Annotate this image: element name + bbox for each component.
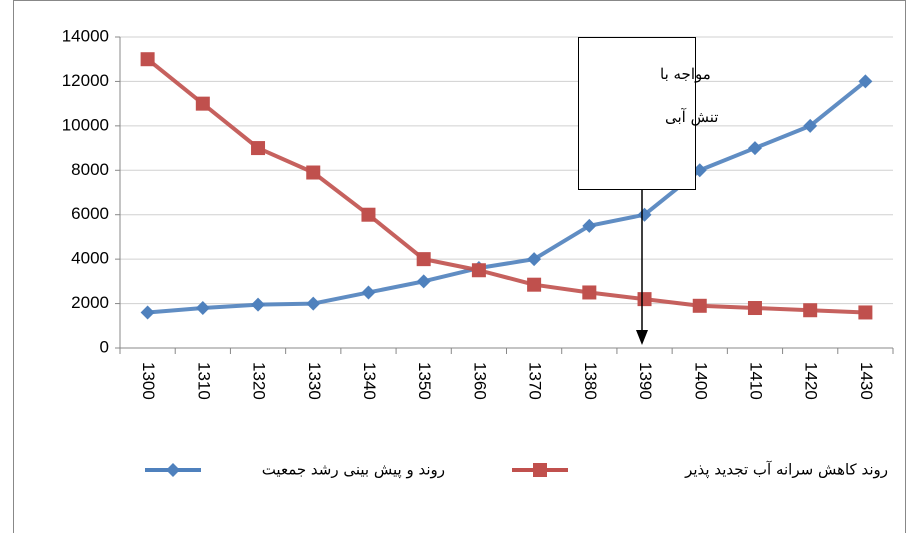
- y-tick-label: 0: [100, 337, 109, 356]
- annotation-box: [578, 37, 696, 190]
- y-tick-label: 10000: [62, 115, 109, 134]
- marker: [251, 297, 266, 312]
- series-line: [146, 57, 866, 315]
- x-tick-label: 1390: [636, 362, 655, 400]
- x-tick-label: 1380: [581, 362, 600, 400]
- marker: [692, 163, 707, 178]
- arrow-head: [636, 330, 648, 345]
- x-tick-label: 1340: [360, 362, 379, 400]
- marker: [306, 296, 321, 311]
- marker: [858, 305, 873, 320]
- marker: [527, 252, 542, 267]
- marker: [306, 165, 321, 180]
- x-tick-label: 1350: [415, 362, 434, 400]
- annotation-text: تنش آبی: [665, 108, 718, 126]
- x-tick-label: 1410: [746, 362, 765, 400]
- marker: [251, 141, 266, 156]
- legend-label: روند کاهش سرانه آب تجدید پذیر: [684, 461, 888, 480]
- y-tick-label: 6000: [71, 204, 109, 223]
- marker: [195, 96, 210, 111]
- marker: [471, 263, 486, 278]
- legend-label: روند و پیش بینی رشد جمعیت: [262, 461, 445, 480]
- y-tick-label: 12000: [62, 71, 109, 90]
- x-tick-label: 1310: [194, 362, 213, 400]
- y-tick-label: 4000: [71, 249, 109, 268]
- marker: [140, 305, 155, 320]
- marker: [166, 463, 180, 477]
- y-tick-label: 2000: [71, 293, 109, 312]
- marker: [527, 277, 542, 292]
- x-tick-label: 1330: [305, 362, 324, 400]
- x-tick-label: 1430: [857, 362, 876, 400]
- x-tick-label: 1400: [691, 362, 710, 400]
- series-line: [147, 79, 867, 315]
- marker: [692, 298, 707, 313]
- y-tick-label: 8000: [71, 160, 109, 179]
- marker: [361, 207, 376, 222]
- marker: [140, 52, 155, 67]
- marker: [803, 303, 818, 318]
- marker: [533, 463, 547, 477]
- marker: [858, 74, 873, 89]
- annotation-text: مواجه با: [660, 65, 711, 83]
- x-tick-label: 1320: [250, 362, 269, 400]
- marker: [637, 292, 652, 307]
- marker: [747, 301, 762, 316]
- marker: [582, 285, 597, 300]
- x-tick-label: 1420: [802, 362, 821, 400]
- x-tick-label: 1370: [526, 362, 545, 400]
- marker: [747, 141, 762, 156]
- y-tick-label: 14000: [62, 26, 109, 45]
- marker: [582, 218, 597, 233]
- x-tick-label: 1360: [470, 362, 489, 400]
- marker: [637, 207, 652, 222]
- marker: [361, 285, 376, 300]
- x-tick-label: 1300: [139, 362, 158, 400]
- marker: [803, 118, 818, 133]
- marker: [195, 301, 210, 316]
- marker: [416, 252, 431, 267]
- marker: [416, 274, 431, 289]
